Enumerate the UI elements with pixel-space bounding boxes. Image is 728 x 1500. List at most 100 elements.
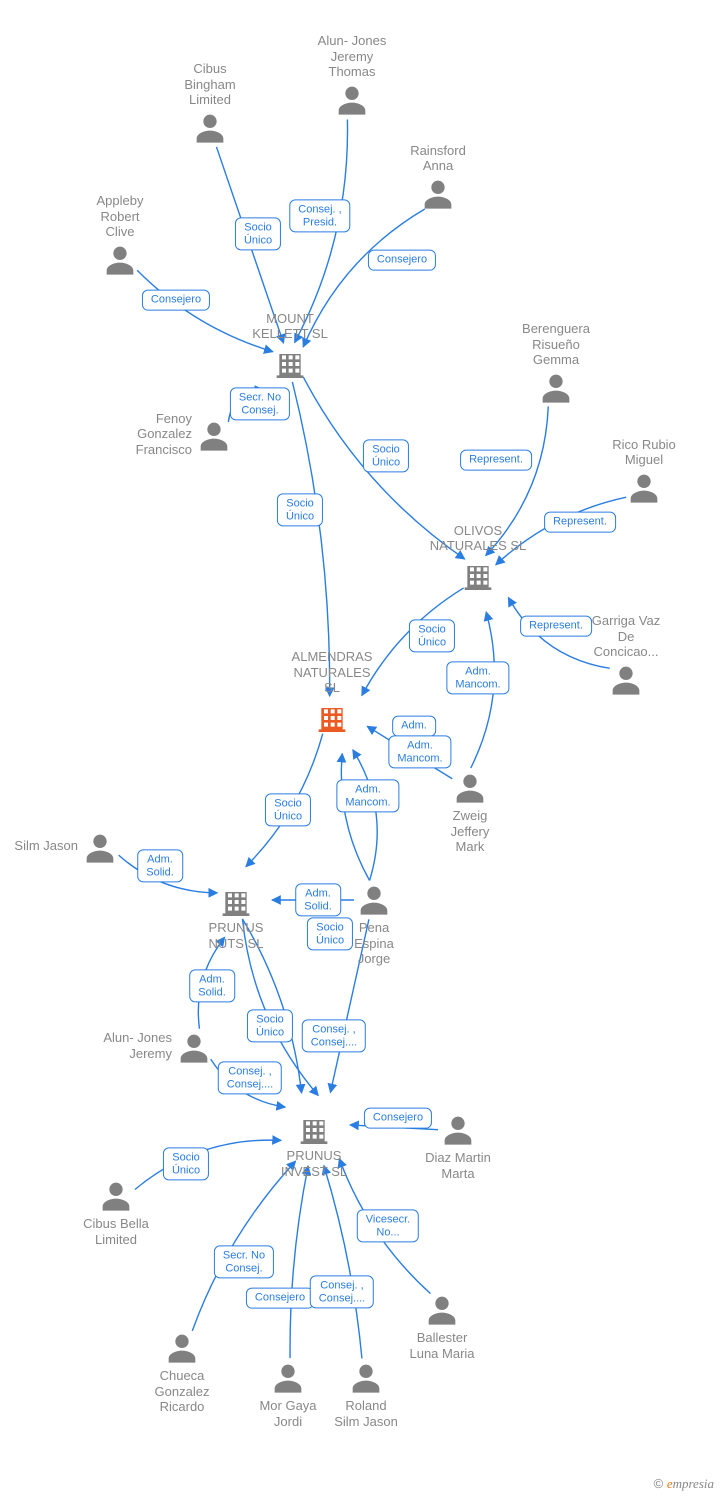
edge-label: Represent. [520, 616, 592, 637]
person-icon [336, 84, 368, 116]
person-node-silm[interactable]: Silm Jason [14, 832, 116, 864]
edge-label: Consej. , Consej.... [302, 1019, 366, 1052]
node-label: Ballester Luna Maria [409, 1330, 474, 1361]
person-icon [198, 420, 230, 452]
edge-label: Socio Único [363, 439, 409, 472]
node-label: Diaz Martin Marta [425, 1150, 491, 1181]
person-icon [540, 372, 572, 404]
node-label: OLIVOS NATURALES SL [430, 523, 527, 554]
edge [341, 754, 369, 881]
edge-label: Consejero [142, 290, 210, 311]
person-node-appleby[interactable]: Appleby Robert Clive [97, 193, 144, 276]
edge-label: Adm. Mancom. [388, 735, 451, 768]
node-label: Berenguera Risueño Gemma [522, 321, 590, 368]
edge-label: Consej. , Presid. [289, 199, 350, 232]
node-label: Zweig Jeffery Mark [451, 808, 490, 855]
node-label: Mor Gaya Jordi [259, 1398, 316, 1429]
building-icon [316, 700, 348, 732]
person-node-mor[interactable]: Mor Gaya Jordi [259, 1362, 316, 1429]
edge-label: Vicesecr. No... [357, 1209, 419, 1242]
person-node-rico[interactable]: Rico Rubio Miguel [612, 437, 676, 504]
node-label: Pena Espina Jorge [354, 920, 394, 967]
edge-label: Consejero [246, 1288, 314, 1309]
edge-label: Adm. Mancom. [446, 661, 509, 694]
company-node-prunus_nuts[interactable]: PRUNUS NUTS SL [209, 884, 264, 951]
person-icon [628, 472, 660, 504]
building-icon [274, 346, 306, 378]
company-node-olivos[interactable]: OLIVOS NATURALES SL [430, 523, 527, 590]
person-icon [272, 1362, 304, 1394]
edge-label: Socio Único [163, 1147, 209, 1180]
building-icon [298, 1112, 330, 1144]
person-node-zweig[interactable]: Zweig Jeffery Mark [451, 772, 490, 855]
edge-label: Secr. No Consej. [230, 387, 290, 420]
node-label: Alun- Jones Jeremy [103, 1030, 172, 1061]
node-label: Silm Jason [14, 838, 78, 854]
person-icon [178, 1032, 210, 1064]
edge-label: Adm. Solid. [137, 849, 183, 882]
person-node-chueca[interactable]: Chueca Gonzalez Ricardo [155, 1332, 210, 1415]
person-node-cibus_bella[interactable]: Cibus Bella Limited [83, 1180, 149, 1247]
node-label: ALMENDRAS NATURALES SL [292, 649, 373, 696]
edge [290, 1166, 308, 1358]
edge-label: Socio Único [247, 1009, 293, 1042]
building-icon [462, 558, 494, 590]
edge-label: Consejero [364, 1108, 432, 1129]
node-label: PRUNUS NUTS SL [209, 920, 264, 951]
node-label: Roland Silm Jason [334, 1398, 398, 1429]
edge [324, 1166, 362, 1359]
person-icon [104, 244, 136, 276]
edge-label: Socio Único [235, 217, 281, 250]
node-label: Fenoy Gonzalez Francisco [136, 411, 192, 458]
company-node-mount_kellett[interactable]: MOUNT KELLETT SL [252, 311, 328, 378]
copyright-symbol: © [654, 1476, 664, 1491]
edge-label: Consej. , Consej.... [218, 1061, 282, 1094]
person-icon [422, 178, 454, 210]
node-label: PRUNUS INVEST SL [281, 1148, 347, 1179]
person-icon [166, 1332, 198, 1364]
edge [353, 750, 377, 881]
node-label: MOUNT KELLETT SL [252, 311, 328, 342]
edge-label: Socio Único [265, 793, 311, 826]
edge-label: Secr. No Consej. [214, 1245, 274, 1278]
person-icon [426, 1294, 458, 1326]
node-label: Rico Rubio Miguel [612, 437, 676, 468]
node-label: Rainsford Anna [410, 143, 466, 174]
person-node-alun_jones_b[interactable]: Alun- Jones Jeremy [103, 1030, 210, 1065]
person-icon [100, 1180, 132, 1212]
node-label: Alun- Jones Jeremy Thomas [318, 33, 387, 80]
edge-label: Socio Único [307, 917, 353, 950]
person-icon [194, 112, 226, 144]
edge-label: Adm. Solid. [189, 969, 235, 1002]
person-node-roland[interactable]: Roland Silm Jason [334, 1362, 398, 1429]
person-icon [442, 1114, 474, 1146]
edge-label: Adm. Solid. [295, 883, 341, 916]
person-node-pena[interactable]: Pena Espina Jorge [354, 884, 394, 967]
edge-label: Adm. [392, 716, 436, 737]
person-node-diaz[interactable]: Diaz Martin Marta [425, 1114, 491, 1181]
person-node-alun_jones_top[interactable]: Alun- Jones Jeremy Thomas [318, 33, 387, 116]
person-node-cibus_bingham[interactable]: Cibus Bingham Limited [184, 61, 235, 144]
building-icon [220, 884, 252, 916]
node-label: Cibus Bella Limited [83, 1216, 149, 1247]
node-label: Cibus Bingham Limited [184, 61, 235, 108]
edge-label: Socio Único [409, 619, 455, 652]
node-label: Garriga Vaz De Concicao... [592, 613, 660, 660]
person-icon [350, 1362, 382, 1394]
node-label: Chueca Gonzalez Ricardo [155, 1368, 210, 1415]
person-icon [454, 772, 486, 804]
person-icon [358, 884, 390, 916]
person-node-ballester[interactable]: Ballester Luna Maria [409, 1294, 474, 1361]
person-node-berenguera[interactable]: Berenguera Risueño Gemma [522, 321, 590, 404]
person-node-fenoy[interactable]: Fenoy Gonzalez Francisco [136, 411, 230, 462]
company-node-almendras[interactable]: ALMENDRAS NATURALES SL [292, 649, 373, 732]
person-node-rainsford[interactable]: Rainsford Anna [410, 143, 466, 210]
node-label: Appleby Robert Clive [97, 193, 144, 240]
edge-label: Consej. , Consej.... [310, 1275, 374, 1308]
company-node-prunus_invest[interactable]: PRUNUS INVEST SL [281, 1112, 347, 1179]
person-icon [84, 832, 116, 864]
person-node-garriga[interactable]: Garriga Vaz De Concicao... [592, 613, 660, 696]
edge-label: Represent. [460, 450, 532, 471]
person-icon [610, 664, 642, 696]
watermark: © empresia [654, 1476, 714, 1492]
